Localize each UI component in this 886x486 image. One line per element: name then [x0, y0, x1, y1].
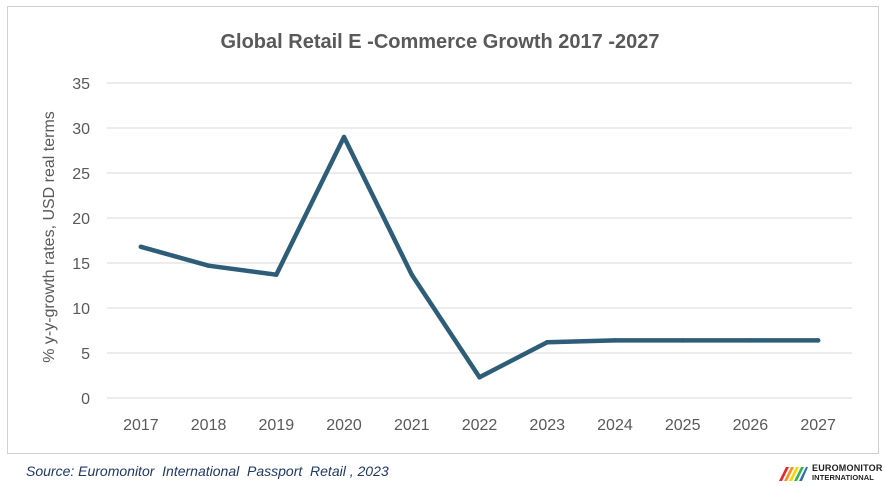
x-tick-label: 2022 — [462, 417, 498, 434]
gridlines — [107, 82, 852, 399]
y-tick-label: 10 — [72, 301, 90, 318]
data-point-2024 — [612, 338, 618, 343]
y-axis-title: % y-y-growth rates, USD real terms — [41, 111, 58, 363]
source-note: Source: Euromonitor International Passpo… — [26, 463, 389, 479]
chart-canvas: Global Retail E -Commerce Growth 2017 -2… — [41, 31, 852, 434]
y-tick-label: 30 — [72, 121, 90, 138]
x-tick-label: 2021 — [394, 417, 430, 434]
x-tick-label: 2020 — [326, 417, 362, 434]
data-point-2018 — [206, 263, 211, 268]
x-tick-label: 2019 — [259, 417, 295, 434]
y-tick-label: 20 — [72, 211, 90, 228]
data-point-2017 — [138, 244, 144, 249]
logo-text-line1: EUROMONITOR — [812, 463, 883, 473]
data-point-2025 — [680, 338, 685, 343]
chart-title: Global Retail E -Commerce Growth 2017 -2… — [220, 31, 659, 53]
x-tick-label: 2017 — [123, 417, 159, 434]
data-point-2021 — [409, 272, 414, 277]
x-tick-label: 2024 — [597, 417, 633, 434]
data-point-2026 — [748, 338, 753, 343]
logo-text-line2: INTERNATIONAL — [812, 473, 874, 482]
y-tick-label: 5 — [81, 346, 90, 363]
data-point-2020 — [341, 134, 347, 140]
data-point-2022 — [477, 375, 482, 380]
series-lines — [138, 134, 821, 380]
x-tick-label: 2025 — [665, 417, 701, 434]
x-axis-ticks: 2017 2018 2019 2020 2021 2022 2023 2024 2025 2026… — [123, 417, 836, 434]
y-tick-label: 15 — [72, 256, 90, 273]
x-tick-label: 2023 — [529, 417, 565, 434]
data-point-2019 — [274, 272, 279, 277]
data-point-2027 — [815, 338, 821, 343]
x-tick-label: 2018 — [191, 417, 227, 434]
data-point-2023 — [545, 340, 550, 345]
y-axis-ticks: 0 5 10 15 20 25 30 35 — [72, 76, 90, 408]
euromonitor-logo: EUROMONITOR INTERNATIONAL — [778, 464, 883, 482]
euromonitor-logo-icon — [779, 467, 808, 481]
x-tick-label: 2026 — [733, 417, 769, 434]
x-tick-label: 2027 — [800, 417, 836, 434]
y-tick-label: 0 — [81, 391, 90, 408]
chart-frame — [7, 6, 879, 454]
y-tick-label: 35 — [72, 76, 90, 93]
y-tick-label: 25 — [72, 166, 90, 183]
